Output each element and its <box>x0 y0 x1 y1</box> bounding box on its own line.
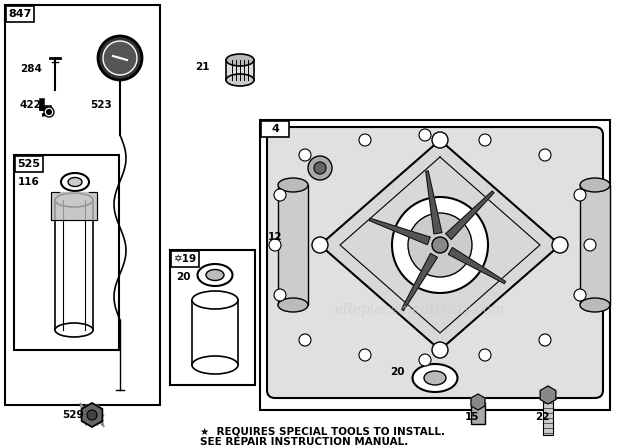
Polygon shape <box>51 192 97 220</box>
Circle shape <box>432 132 448 148</box>
Polygon shape <box>540 386 556 404</box>
Circle shape <box>314 162 326 174</box>
Ellipse shape <box>226 54 254 66</box>
Ellipse shape <box>192 356 238 374</box>
Circle shape <box>274 289 286 301</box>
Ellipse shape <box>580 298 610 312</box>
Bar <box>5 5 160 405</box>
Polygon shape <box>92 405 104 427</box>
Bar <box>261 121 289 137</box>
Bar <box>226 60 254 80</box>
Ellipse shape <box>55 323 93 337</box>
Bar <box>6 6 34 22</box>
Polygon shape <box>86 409 98 425</box>
Text: 523: 523 <box>90 100 112 110</box>
Circle shape <box>44 107 54 117</box>
Text: 20: 20 <box>176 272 190 282</box>
Bar <box>14 155 119 350</box>
Circle shape <box>274 189 286 201</box>
Circle shape <box>574 189 586 201</box>
Ellipse shape <box>278 178 308 192</box>
Polygon shape <box>86 405 98 421</box>
Polygon shape <box>471 394 485 410</box>
Text: 22: 22 <box>535 412 549 422</box>
Text: 525: 525 <box>17 159 40 169</box>
Ellipse shape <box>206 269 224 281</box>
Polygon shape <box>426 171 442 234</box>
Text: 20: 20 <box>390 367 404 377</box>
Polygon shape <box>369 218 430 245</box>
Ellipse shape <box>68 178 82 186</box>
Bar <box>171 251 199 267</box>
Circle shape <box>408 213 472 277</box>
Circle shape <box>359 134 371 146</box>
Circle shape <box>308 156 332 180</box>
Circle shape <box>419 354 431 366</box>
Circle shape <box>312 237 328 253</box>
Circle shape <box>479 349 491 361</box>
Polygon shape <box>92 415 104 421</box>
Text: 529: 529 <box>62 410 84 420</box>
Circle shape <box>432 237 448 253</box>
Ellipse shape <box>61 173 89 191</box>
Circle shape <box>432 342 448 358</box>
Text: 12: 12 <box>268 232 283 242</box>
Ellipse shape <box>580 178 610 192</box>
Bar <box>471 402 485 424</box>
Bar <box>543 400 553 435</box>
Circle shape <box>552 237 568 253</box>
Text: ✡19: ✡19 <box>174 254 197 264</box>
Circle shape <box>539 149 551 161</box>
Ellipse shape <box>226 74 254 86</box>
Polygon shape <box>402 253 438 310</box>
Circle shape <box>98 36 142 80</box>
Polygon shape <box>80 403 92 425</box>
Circle shape <box>299 334 311 346</box>
Text: 4: 4 <box>271 124 279 134</box>
Text: 422: 422 <box>20 100 42 110</box>
Text: 21: 21 <box>195 62 210 72</box>
Polygon shape <box>80 409 92 415</box>
Circle shape <box>46 110 51 115</box>
Circle shape <box>584 239 596 251</box>
Circle shape <box>539 334 551 346</box>
Text: 116: 116 <box>18 177 40 187</box>
Text: SEE REPAIR INSTRUCTION MANUAL.: SEE REPAIR INSTRUCTION MANUAL. <box>200 437 408 446</box>
Polygon shape <box>446 191 494 240</box>
Bar <box>580 185 610 305</box>
Ellipse shape <box>192 291 238 309</box>
Text: eReplacementParts.com: eReplacementParts.com <box>335 303 505 317</box>
Polygon shape <box>448 248 505 284</box>
Ellipse shape <box>278 298 308 312</box>
Polygon shape <box>82 403 102 427</box>
Circle shape <box>574 289 586 301</box>
Circle shape <box>359 349 371 361</box>
Bar <box>278 185 308 305</box>
Circle shape <box>392 197 488 293</box>
Bar <box>260 120 610 410</box>
Polygon shape <box>320 140 560 350</box>
Circle shape <box>103 41 137 75</box>
Ellipse shape <box>412 364 458 392</box>
Circle shape <box>419 129 431 141</box>
Bar <box>170 250 255 385</box>
Text: ★  REQUIRES SPECIAL TOOLS TO INSTALL.: ★ REQUIRES SPECIAL TOOLS TO INSTALL. <box>200 427 445 437</box>
Circle shape <box>479 134 491 146</box>
Bar <box>15 156 43 172</box>
Text: 847: 847 <box>8 9 32 19</box>
FancyBboxPatch shape <box>267 127 603 398</box>
Ellipse shape <box>424 371 446 385</box>
Circle shape <box>269 239 281 251</box>
Text: 15: 15 <box>465 412 479 422</box>
Circle shape <box>87 410 97 420</box>
Ellipse shape <box>55 193 93 207</box>
Bar <box>55 200 93 330</box>
Ellipse shape <box>198 264 232 286</box>
Text: 284: 284 <box>20 64 42 74</box>
Bar <box>192 300 238 365</box>
Circle shape <box>299 149 311 161</box>
